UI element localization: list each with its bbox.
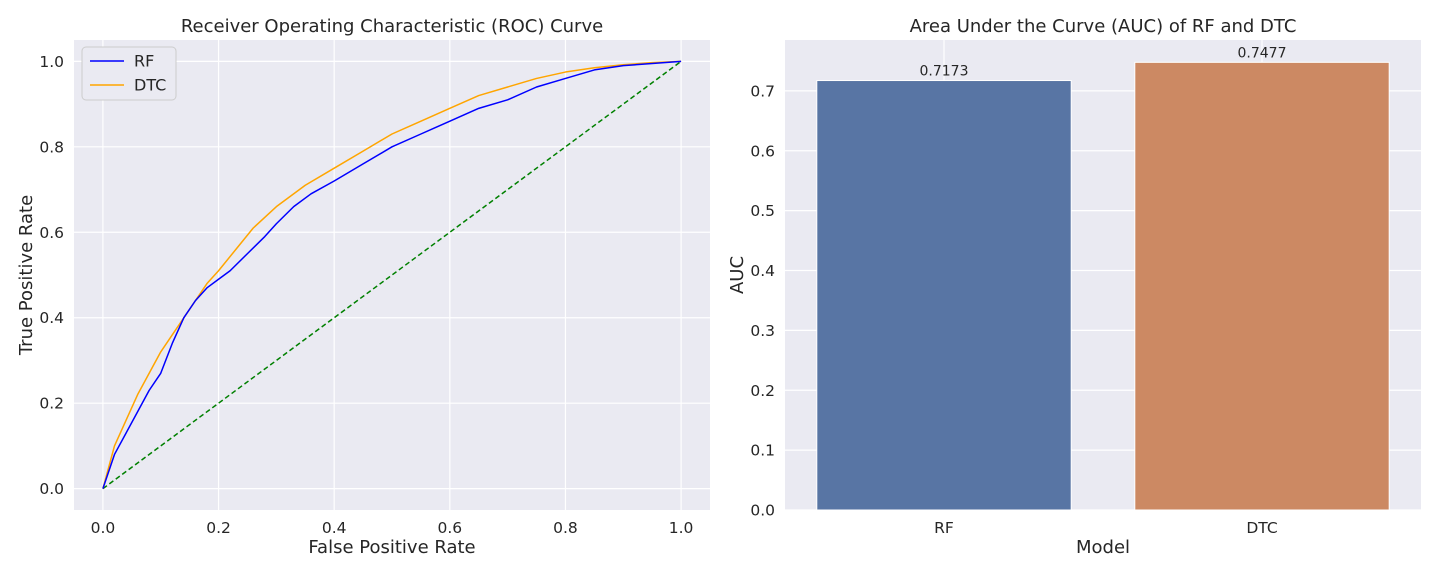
roc-y-tick-label: 0.8 [39,138,64,156]
roc-chart-title: Receiver Operating Characteristic (ROC) … [181,16,603,37]
auc-chart-title: Area Under the Curve (AUC) of RF and DTC [910,16,1297,37]
auc-bar-rf [816,80,1072,511]
roc-x-tick-label: 0.4 [322,519,347,537]
auc-y-tick-label: 0.7 [750,82,775,100]
roc-x-tick-label: 1.0 [669,519,694,537]
roc-legend-label-rf: RF [134,52,154,71]
roc-x-axis-title: False Positive Rate [308,537,475,558]
auc-x-axis-title: Model [1076,537,1130,558]
auc-y-tick-label: 0.6 [750,142,775,160]
auc-x-tick-label: RF [934,519,954,537]
roc-y-tick-label: 0.6 [39,224,64,242]
roc-x-tick-label: 0.2 [206,519,231,537]
roc-y-axis-title: True Positive Rate [16,195,37,356]
roc-x-tick-label: 0.6 [437,519,462,537]
roc-tick-labels: 0.0 0.2 0.4 0.6 0.8 1.0 0.0 0.2 0.4 0.6 0.8 1.0 [39,53,693,537]
roc-legend-label-dtc: DTC [134,76,166,95]
auc-bar-value-label: 0.7477 [1238,45,1287,61]
auc-y-tick-label: 0.4 [750,262,775,280]
roc-plot-area [74,40,710,510]
roc-legend: RF DTC [81,46,177,101]
roc-y-tick-label: 1.0 [39,53,64,71]
auc-tick-labels: 0.0 0.1 0.2 0.3 0.4 0.5 0.6 0.7 RF DTC [750,82,1277,537]
roc-series [102,60,682,490]
roc-x-tick-label: 0.0 [91,519,116,537]
auc-y-tick-label: 0.5 [750,202,775,220]
roc-x-tick-label: 0.8 [553,519,578,537]
auc-bar-dtc [1134,61,1390,511]
auc-chart: 0.7173 0.7477 0.0 0.1 0.2 0.3 0.4 0.5 0.6 0.7 RF D… [727,16,1421,558]
auc-bars: 0.7173 0.7477 [816,45,1390,511]
auc-y-tick-label: 0.3 [750,322,775,340]
roc-y-tick-label: 0.2 [39,395,64,413]
auc-y-axis-title: AUC [727,256,748,294]
auc-y-tick-label: 0.2 [750,382,775,400]
auc-y-tick-label: 0.0 [750,502,775,520]
auc-bar-value-label: 0.7173 [920,64,969,80]
roc-y-tick-label: 0.0 [39,480,64,498]
roc-chart: 0.0 0.2 0.4 0.6 0.8 1.0 0.0 0.2 0.4 0.6 0.8 1.0 Rec… [16,16,710,558]
auc-y-tick-label: 0.1 [750,442,775,460]
roc-line-rf [102,60,682,489]
auc-x-tick-label: DTC [1246,519,1277,537]
roc-line-dtc [102,60,682,489]
roc-y-tick-label: 0.4 [39,309,64,327]
